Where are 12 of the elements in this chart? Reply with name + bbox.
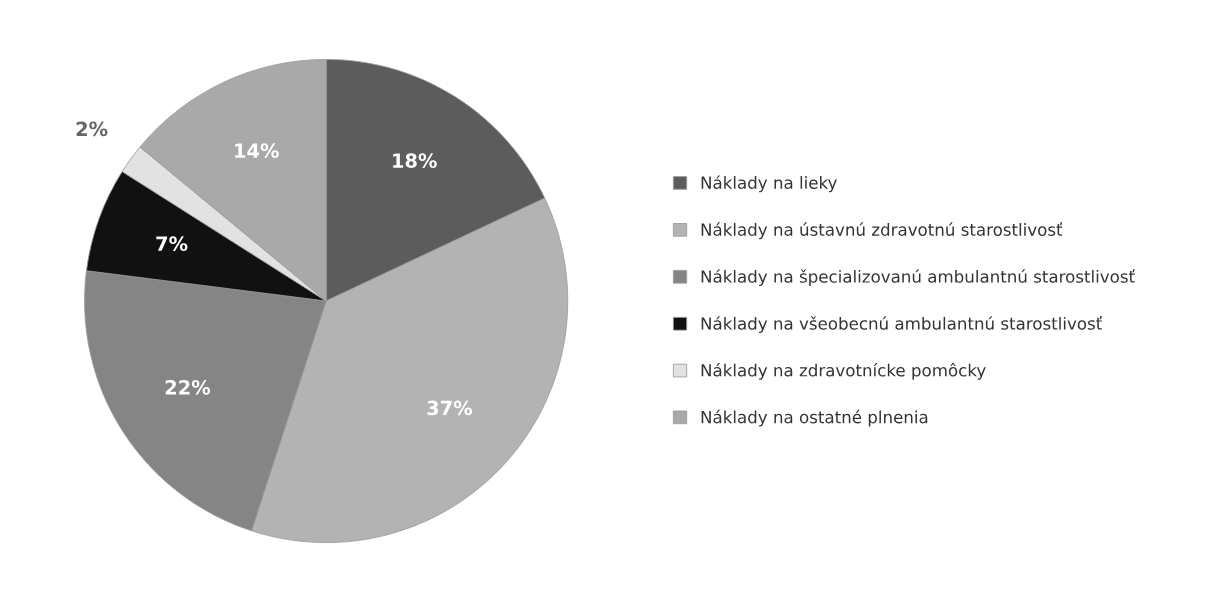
legend-label: Náklady na všeobecnú ambulantnú starostlivosť: [701, 316, 1102, 334]
legend-label: Náklady na lieky: [701, 175, 837, 193]
legend-label: Náklady na ostatné plnenia: [701, 409, 928, 427]
data-label: 2%: [76, 121, 108, 137]
legend-label: Náklady na špecializovanú ambulantnú starostlivosť: [701, 269, 1135, 287]
data-label: 18%: [393, 153, 437, 168]
data-label: 22%: [165, 379, 211, 395]
legend-label: Náklady na zdravotnícke pomôcky: [701, 363, 986, 380]
data-label: 7%: [156, 236, 188, 251]
legend-label: Náklady na ústavnú zdravotnú starostlivosť: [701, 222, 1063, 240]
data-label: 14%: [235, 143, 279, 158]
data-label: 37%: [427, 400, 473, 416]
